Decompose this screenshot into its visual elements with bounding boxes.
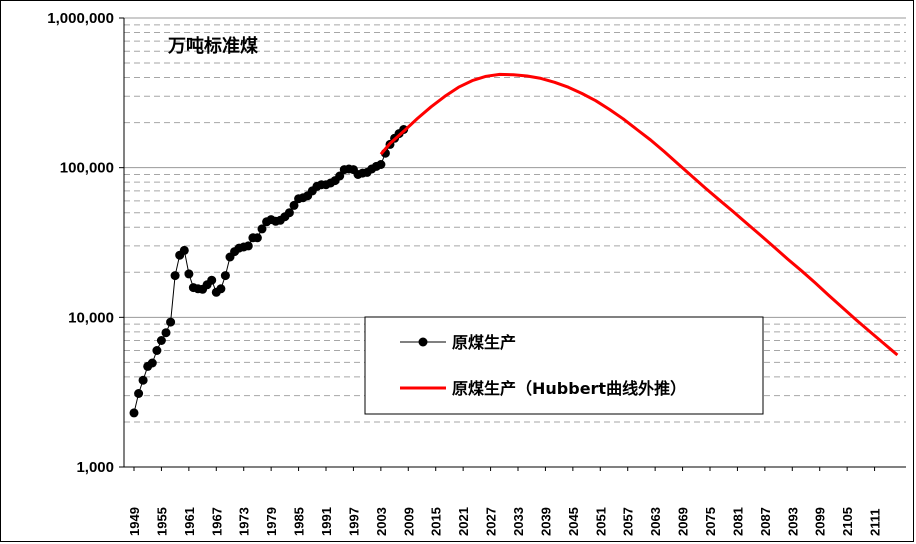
x-tick-label: 1985 [292,507,307,536]
x-tick-label: 2027 [484,507,499,536]
legend-box [364,316,764,415]
data-point [220,271,230,281]
data-point [184,269,194,279]
data-point [252,233,262,243]
data-point [166,317,176,327]
x-tick-label: 2003 [374,507,389,536]
x-tick-label: 2111 [868,509,883,537]
y-tick-label: 10,000 [68,309,114,326]
data-point [147,358,157,368]
data-point [179,245,189,255]
x-tick-label: 1979 [264,507,279,536]
x-tick-label: 2057 [621,507,636,536]
legend: 原煤生产 原煤生产（Hubbert曲线外推） [364,316,764,415]
x-tick-label: 2105 [840,507,855,536]
data-point [138,375,148,385]
data-point [156,336,166,345]
x-tick-label: 2081 [730,507,745,536]
axes [123,18,906,468]
data-point [129,408,139,418]
x-tick-label: 1967 [209,507,224,536]
x-tick-label: 2087 [758,507,773,536]
grid [124,17,906,423]
legend-actual-label: 原煤生产 [452,333,516,352]
x-tick-labels: 1949 1955 1961 1967 1973 1979 1985 1991 1997 2003… [127,467,883,536]
x-tick-label: 2045 [566,507,581,536]
x-tick-label: 2015 [429,507,444,536]
data-point [170,271,180,281]
y-tick-label: 1,000,000 [47,10,114,27]
data-point [152,346,162,355]
x-tick-label: 2039 [538,507,553,536]
data-point [161,328,171,338]
unit-label: 万吨标准煤 [167,35,258,57]
data-point [284,208,294,218]
data-point [376,160,386,169]
series [129,72,899,418]
data-point [134,389,144,398]
y-tick-label: 100,000 [60,160,114,177]
data-point [243,241,253,251]
x-tick-label: 2069 [676,507,691,536]
x-tick-label: 2033 [511,507,526,536]
x-tick-label: 1991 [319,507,334,536]
x-tick-label: 1961 [182,507,197,536]
x-tick-label: 2075 [703,507,718,536]
x-tick-label: 1949 [127,507,142,536]
x-tick-label: 1955 [154,507,169,536]
y-tick-label: 1,000 [76,459,114,476]
x-tick-label: 2051 [593,507,608,536]
y-tick-labels: 1,000 10,000 100,000 1,000,000 [47,10,124,476]
x-tick-label: 2063 [648,507,663,536]
legend-hubbert-label: 原煤生产（Hubbert曲线外推） [452,379,686,398]
x-tick-label: 1997 [346,507,361,536]
legend-actual-marker [418,337,428,347]
data-point [289,200,299,210]
x-tick-label: 2099 [813,507,828,536]
data-point [207,275,217,285]
data-point [257,224,267,234]
data-point [216,284,226,294]
x-tick-label: 2009 [401,507,416,536]
x-tick-label: 2093 [785,507,800,536]
hubbert-series-line [379,72,899,357]
x-tick-label: 2021 [456,507,471,536]
data-point [335,171,345,181]
x-tick-label: 1973 [237,507,252,536]
